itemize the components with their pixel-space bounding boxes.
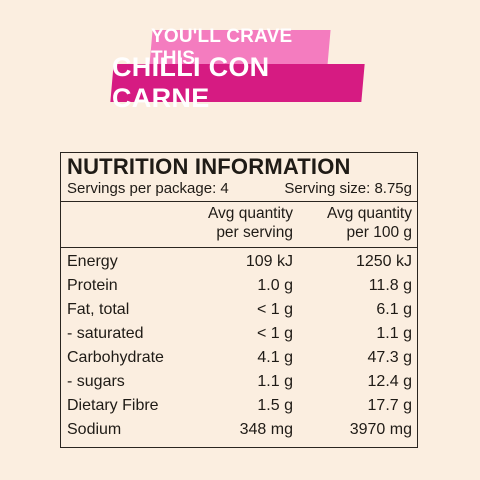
nutrient-label: Dietary Fibre [67, 397, 159, 414]
per-100g-value: 12.4 g [367, 373, 412, 390]
col-header-per-100g-line1: Avg quantity [326, 205, 412, 222]
nutrient-label: Energy [67, 253, 118, 270]
table-row: Carbohydrate 4.1 g 47.3 g [61, 346, 417, 370]
nutrient-label: Carbohydrate [67, 349, 164, 366]
per-serving-value: < 1 g [256, 301, 293, 318]
nutrient-label: Protein [67, 277, 118, 294]
per-100g-value: 3970 mg [349, 421, 412, 438]
product-name-banner: CHILLI CON CARNE [110, 52, 365, 113]
per-serving-value: 1.0 g [257, 277, 293, 294]
col-header-per-serving: Avg quantity per serving [208, 204, 293, 242]
table-row: Energy 109 kJ 1250 kJ [61, 250, 417, 274]
product-name-text: CHILLI CON CARNE [112, 52, 270, 113]
table-row: Dietary Fibre 1.5 g 17.7 g [61, 394, 417, 418]
servings-per-package: Servings per package: 4 [67, 180, 229, 197]
table-row: - saturated < 1 g 1.1 g [61, 322, 417, 346]
per-100g-value: 47.3 g [367, 349, 412, 366]
per-100g-value: 1.1 g [376, 325, 412, 342]
table-row: - sugars 1.1 g 12.4 g [61, 370, 417, 394]
col-header-per-serving-line2: per serving [216, 224, 293, 241]
per-serving-value: < 1 g [256, 325, 293, 342]
per-100g-value: 17.7 g [367, 397, 412, 414]
table-row: Fat, total < 1 g 6.1 g [61, 298, 417, 322]
nutrition-title: NUTRITION INFORMATION [67, 154, 351, 179]
table-row: Protein 1.0 g 11.8 g [61, 274, 417, 298]
per-serving-value: 1.5 g [257, 397, 293, 414]
col-header-per-100g-line2: per 100 g [346, 224, 413, 241]
nutrient-label: - saturated [67, 325, 144, 342]
col-header-per-100g: Avg quantity per 100 g [327, 204, 412, 242]
divider-header [61, 247, 417, 248]
per-100g-value: 11.8 g [368, 277, 412, 294]
serving-size: Serving size: 8.75g [284, 180, 412, 197]
per-serving-value: 1.1 g [257, 373, 293, 390]
nutrient-label: - sugars [67, 373, 125, 390]
per-100g-value: 1250 kJ [355, 253, 412, 270]
per-serving-value: 4.1 g [257, 349, 293, 366]
nutrient-label: Sodium [67, 421, 122, 438]
col-header-per-serving-line1: Avg quantity [207, 205, 293, 222]
nutrition-panel: NUTRITION INFORMATION Servings per packa… [60, 152, 418, 448]
divider-top [61, 201, 417, 202]
per-100g-value: 6.1 g [376, 301, 412, 318]
per-serving-value: 109 kJ [245, 253, 293, 270]
per-serving-value: 348 mg [239, 421, 293, 438]
nutrient-label: Fat, total [67, 301, 130, 318]
table-row: Sodium 348 mg 3970 mg [61, 418, 417, 442]
